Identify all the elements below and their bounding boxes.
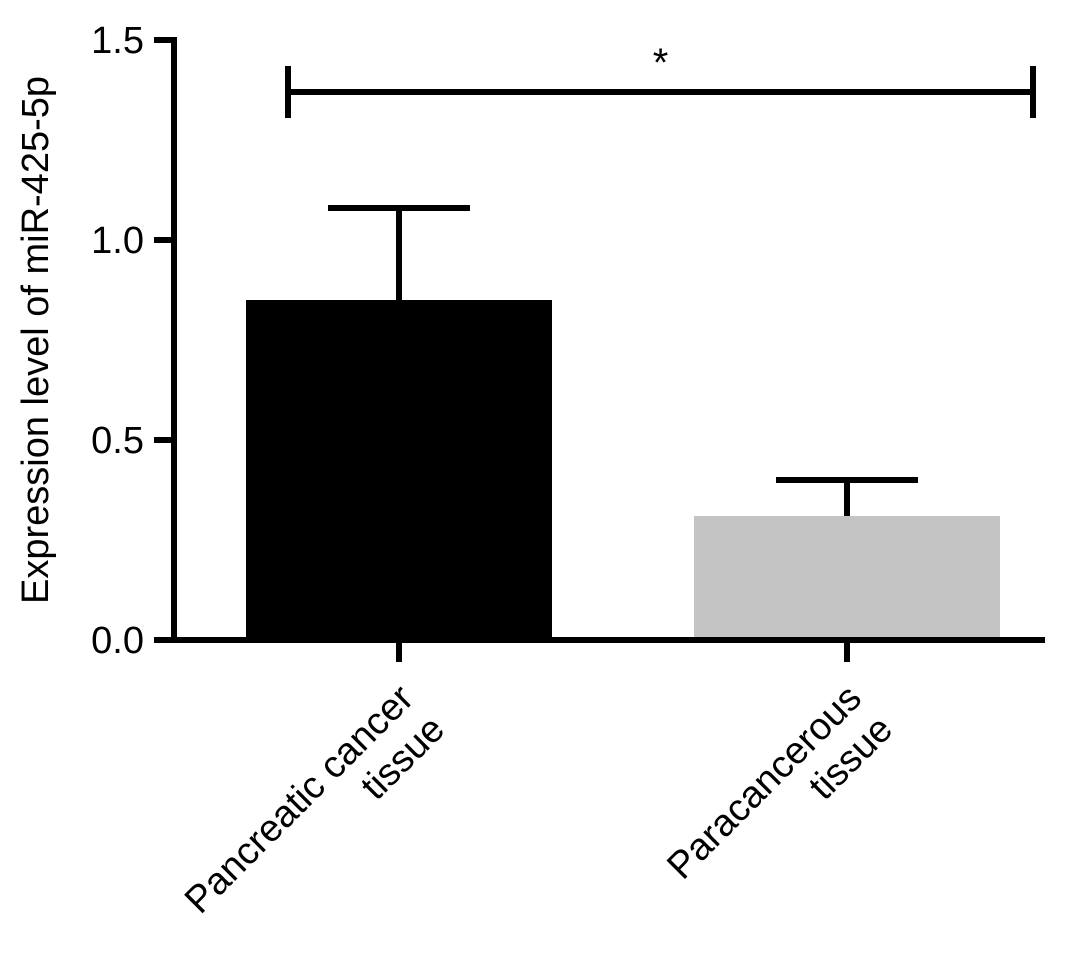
error-bars bbox=[328, 205, 918, 516]
bar bbox=[246, 300, 552, 637]
y-tick-label: 1.5 bbox=[91, 20, 144, 62]
y-axis-label: Expression level of miR-425-5p bbox=[15, 76, 57, 604]
y-tick-label: 0.0 bbox=[91, 620, 144, 662]
y-tick-label: 1.0 bbox=[91, 220, 144, 262]
bar bbox=[694, 516, 1000, 637]
axes: 0.0 0.5 1.0 1.5 bbox=[91, 20, 1045, 662]
significance-marker: * bbox=[653, 41, 669, 85]
significance-annotation: * bbox=[285, 41, 1036, 118]
bars bbox=[246, 300, 1000, 637]
y-tick-label: 0.5 bbox=[91, 420, 144, 462]
